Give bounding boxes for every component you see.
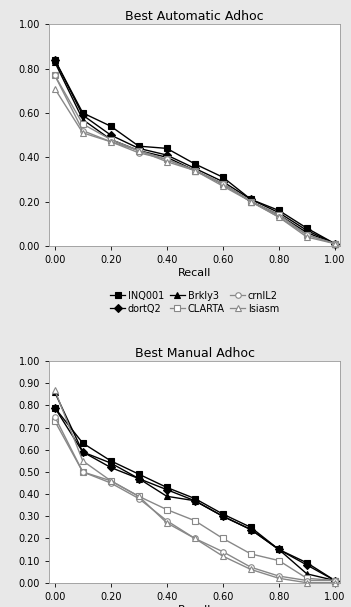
Title: Best Manual Adhoc: Best Manual Adhoc	[135, 347, 255, 360]
Title: Best Automatic Adhoc: Best Automatic Adhoc	[126, 10, 264, 23]
X-axis label: Recall: Recall	[178, 605, 212, 607]
Legend: INQ001, dortQ2, Brkly3, CLARTA, crnlL2, lsiasm: INQ001, dortQ2, Brkly3, CLARTA, crnlL2, …	[111, 291, 279, 314]
X-axis label: Recall: Recall	[178, 268, 212, 277]
